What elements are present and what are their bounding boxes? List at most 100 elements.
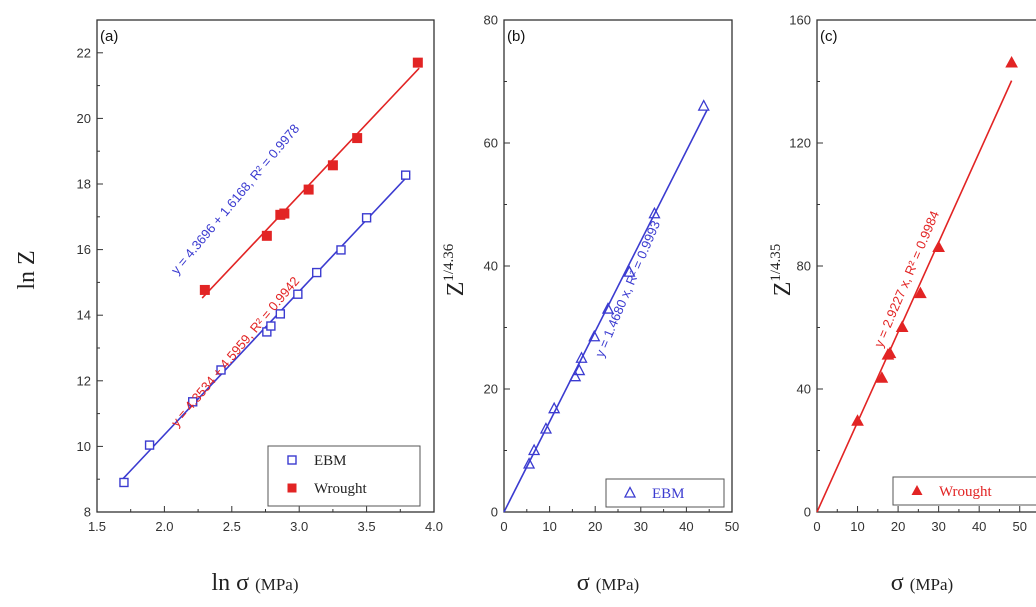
x-tick-label: 0 <box>813 519 820 534</box>
x-axis-title: σ (MPa) <box>891 570 953 596</box>
x-axis-label: σ <box>577 570 596 596</box>
data-point <box>875 371 889 383</box>
fit-line <box>816 80 1013 513</box>
x-tick-label: 30 <box>931 519 945 534</box>
x-axis-title: σ (MPa) <box>577 570 639 596</box>
data-point <box>588 329 601 342</box>
data-point <box>188 397 198 407</box>
data-point <box>303 184 314 195</box>
y-tick-label: 18 <box>77 177 91 192</box>
x-tick-label: 30 <box>634 519 648 534</box>
fit-equation-label: y = 4.3696 + 1.6168, R² = 0.9978 <box>168 121 302 277</box>
data-point <box>412 57 423 68</box>
data-point <box>352 133 363 144</box>
y-tick-label: 12 <box>77 373 91 388</box>
y-axis-title: Z1/4.36 <box>441 243 469 296</box>
series-ebm: y = 1.4680 x, R² = 0.9993 <box>503 99 710 513</box>
legend-label: EBM <box>652 486 685 502</box>
data-point <box>528 443 541 456</box>
data-point <box>400 170 411 180</box>
chart-panel-b: 0 10 20 30 40 50 0 20 40 60 80 (b) σ (MPa) Z1/4.36 y =… <box>441 13 739 597</box>
legend: EBM Wrought <box>267 445 421 507</box>
y-axis-title: ln Z <box>14 250 40 289</box>
y-tick-label: 120 <box>789 136 811 151</box>
x-tick-label: 20 <box>891 519 905 534</box>
data-point <box>119 477 129 488</box>
legend-marker <box>287 455 297 465</box>
y-tick-label: 160 <box>789 13 811 28</box>
data-point <box>279 208 290 219</box>
data-point <box>601 302 615 314</box>
y-tick-label: 0 <box>491 505 498 520</box>
data-point <box>648 206 661 219</box>
data-point <box>293 289 303 299</box>
y-axis-label: Z <box>443 282 469 297</box>
data-point <box>523 457 536 469</box>
fit-equation-label: y = 4.3534 + 4.5959, R² = 0.9942 <box>168 274 302 430</box>
data-point <box>932 240 945 253</box>
x-tick-label: 40 <box>972 519 986 534</box>
x-axis-label: σ <box>891 570 910 596</box>
x-axis-unit: (MPa) <box>255 575 298 594</box>
data-point <box>312 267 322 278</box>
x-tick-label: 2.5 <box>223 519 241 534</box>
y-tick-label: 10 <box>77 439 91 454</box>
y-tick-label: 20 <box>77 111 91 126</box>
data-point <box>883 346 897 359</box>
data-point <box>327 160 338 171</box>
data-point <box>697 99 710 111</box>
y-tick-label: 22 <box>77 45 91 60</box>
legend-frame <box>605 478 725 508</box>
data-point <box>199 284 210 295</box>
fit-line <box>201 67 420 299</box>
x-tick-label: 10 <box>850 519 864 534</box>
y-axis-label: ln Z <box>14 250 40 289</box>
y-axis-exponent: 1/4.35 <box>768 244 784 282</box>
legend-marker <box>287 483 297 493</box>
data-point <box>573 363 586 376</box>
panel-label: (c) <box>820 28 838 45</box>
y-tick-label: 80 <box>797 259 811 274</box>
chart-panel-a: 1.5 2.0 2.5 3.0 3.5 4.0 8 10 12 14 16 18 20 22 (a) ln σ… <box>14 19 443 596</box>
data-point <box>548 401 561 414</box>
x-tick-label: 50 <box>725 519 739 534</box>
panel-label: (a) <box>100 28 118 45</box>
data-point <box>144 440 155 450</box>
x-tick-label: 40 <box>679 519 693 534</box>
y-tick-label: 40 <box>484 259 498 274</box>
series-wrought: y = 2.9227 x, R² = 0.9984 <box>816 56 1018 513</box>
y-tick-label: 14 <box>77 308 91 323</box>
x-tick-label: 20 <box>588 519 602 534</box>
y-tick-label: 80 <box>484 13 498 28</box>
plot-frame <box>96 19 435 513</box>
data-point <box>623 265 636 277</box>
data-point <box>569 369 582 382</box>
x-tick-label: 3.5 <box>358 519 376 534</box>
x-axis-title: ln σ (MPa) <box>211 570 298 596</box>
x-tick-label: 1.5 <box>88 519 106 534</box>
fit-equation-label: y = 2.9227 x, R² = 0.9984 <box>871 209 942 350</box>
x-axis-label: ln σ <box>211 570 255 596</box>
legend: Wrought <box>892 476 1036 506</box>
fit-equation-label: y = 1.4680 x, R² = 0.9993 <box>592 218 663 359</box>
plot-frame <box>503 19 733 513</box>
x-axis-unit: (MPa) <box>596 575 639 594</box>
data-point <box>361 213 372 223</box>
data-point <box>216 365 226 375</box>
data-point <box>1005 56 1018 68</box>
data-point <box>895 320 909 332</box>
panel-label: (b) <box>507 28 525 45</box>
y-tick-label: 20 <box>484 382 498 397</box>
y-axis-title: Z1/4.35 <box>768 244 796 297</box>
legend-marker <box>623 486 637 498</box>
x-tick-label: 3.0 <box>290 519 308 534</box>
data-point <box>261 230 272 241</box>
data-point <box>336 245 346 255</box>
y-tick-label: 40 <box>797 382 811 397</box>
legend-marker <box>911 485 923 495</box>
data-point <box>266 321 276 331</box>
legend: EBM <box>605 478 725 508</box>
data-point <box>275 309 286 319</box>
y-axis-label: Z <box>770 282 796 297</box>
